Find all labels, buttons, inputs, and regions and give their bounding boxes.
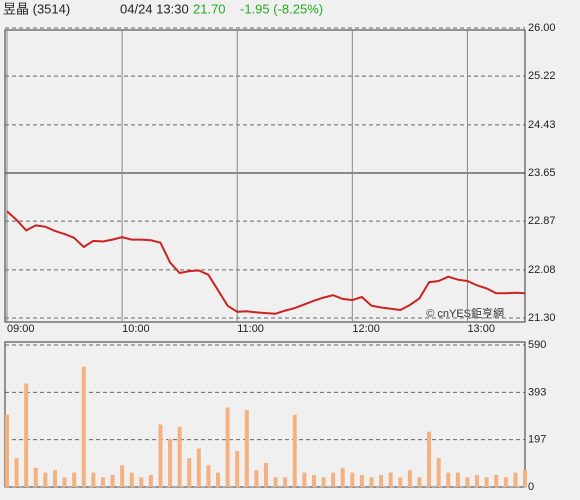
volume-bar bbox=[158, 424, 163, 487]
volume-bar bbox=[283, 477, 288, 487]
volume-bar bbox=[379, 474, 384, 487]
volume-bar bbox=[62, 477, 67, 487]
x-tick-label: 10:00 bbox=[122, 323, 150, 335]
volume-bar bbox=[417, 477, 422, 487]
volume-bar bbox=[407, 470, 412, 487]
volume-bar bbox=[14, 458, 19, 487]
volume-bar bbox=[81, 366, 86, 487]
volume-bar bbox=[139, 477, 144, 487]
x-tick-label: 09:00 bbox=[7, 323, 35, 335]
volume-bar bbox=[148, 474, 153, 487]
last-price: 21.70 bbox=[193, 1, 226, 16]
volume-bar bbox=[427, 431, 432, 487]
y-tick-label: 25.22 bbox=[528, 70, 556, 82]
volume-bar bbox=[24, 383, 29, 487]
volume-bar bbox=[33, 467, 38, 487]
volume-bar bbox=[398, 477, 403, 487]
volume-bar bbox=[484, 477, 489, 487]
volume-bar bbox=[503, 477, 508, 487]
watermark: © cnYES鉅亨網 bbox=[426, 306, 504, 320]
volume-bar bbox=[513, 472, 518, 487]
x-tick-label: 11:00 bbox=[237, 323, 264, 335]
volume-bar bbox=[273, 477, 278, 487]
volume-bar bbox=[446, 472, 451, 487]
volume-bar bbox=[225, 407, 230, 487]
volume-bar bbox=[5, 414, 9, 487]
stock-name: 昱晶 (3514) bbox=[3, 1, 70, 16]
volume-bar bbox=[369, 477, 374, 487]
volume-bar bbox=[129, 472, 134, 487]
volume-bar bbox=[235, 450, 240, 487]
y-tick-label: 22.08 bbox=[528, 264, 556, 276]
quote-time: 04/24 13:30 bbox=[120, 1, 189, 16]
volume-bar bbox=[302, 472, 307, 487]
y-tick-label: 21.30 bbox=[528, 312, 556, 324]
price-line bbox=[6, 210, 526, 315]
y-tick-label: 22.87 bbox=[528, 215, 556, 227]
volume-bar bbox=[350, 472, 355, 487]
volume-bar bbox=[359, 474, 364, 487]
volume-bar bbox=[321, 477, 326, 487]
volume-bar bbox=[196, 448, 201, 487]
volume-bar bbox=[475, 474, 480, 487]
y-tick-label: 590 bbox=[528, 339, 546, 351]
volume-bar bbox=[216, 472, 221, 487]
volume-bar bbox=[494, 474, 499, 487]
price-panel bbox=[4, 29, 526, 323]
price-change: -1.95 (-8.25%) bbox=[240, 1, 323, 16]
volume-bar bbox=[91, 472, 96, 487]
volume-bar bbox=[331, 472, 336, 487]
y-tick-label: 197 bbox=[528, 433, 546, 445]
volume-bar bbox=[43, 472, 48, 487]
volume-bar bbox=[244, 409, 249, 487]
volume-bar bbox=[187, 458, 192, 487]
y-tick-label: 0 bbox=[528, 481, 534, 493]
y-tick-label: 24.43 bbox=[528, 119, 556, 131]
volume-bar bbox=[52, 470, 57, 487]
volume-bar bbox=[523, 470, 527, 487]
volume-bar bbox=[340, 467, 345, 487]
y-tick-label: 393 bbox=[528, 386, 546, 398]
volume-bar bbox=[436, 458, 441, 487]
x-tick-label: 12:00 bbox=[352, 323, 380, 335]
volume-bar bbox=[292, 414, 297, 487]
volume-bar bbox=[465, 477, 470, 487]
volume-bar bbox=[110, 474, 115, 487]
volume-bar bbox=[264, 462, 268, 487]
volume-bar bbox=[120, 465, 125, 487]
volume-bar bbox=[311, 474, 316, 487]
volume-bar bbox=[100, 477, 105, 487]
volume-bar bbox=[455, 472, 460, 487]
volume-bar bbox=[254, 470, 259, 487]
volume-bar bbox=[72, 472, 77, 487]
x-tick-label: 13:00 bbox=[467, 323, 495, 335]
volume-bar bbox=[206, 465, 211, 487]
volume-bar bbox=[177, 426, 182, 487]
y-tick-label: 23.65 bbox=[528, 167, 556, 179]
volume-bar bbox=[168, 438, 173, 487]
y-tick-label: 26.00 bbox=[528, 22, 556, 34]
volume-bar bbox=[388, 472, 393, 487]
